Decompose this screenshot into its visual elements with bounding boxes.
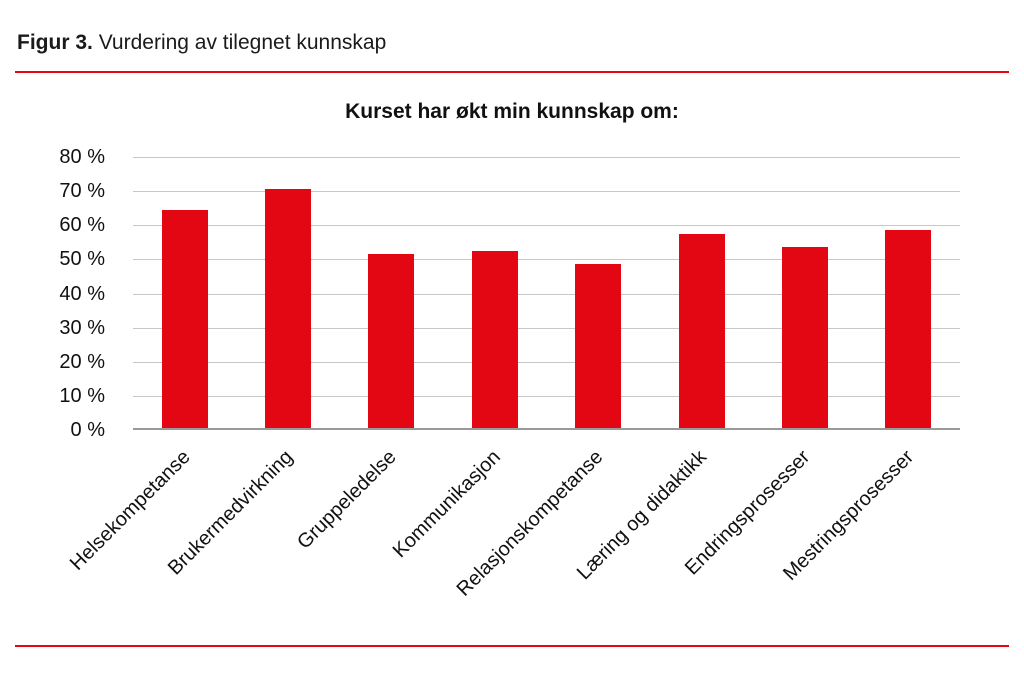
bar: [885, 230, 932, 428]
y-tick-label: 30 %: [59, 316, 105, 339]
figure-number-label: Figur 3.: [17, 31, 93, 54]
bar: [678, 233, 725, 428]
figure-title: Figur 3. Vurdering av tilegnet kunnskap: [17, 31, 386, 55]
y-tick-label: 60 %: [59, 214, 105, 237]
y-tick-label: 10 %: [59, 384, 105, 407]
bar: [265, 189, 312, 428]
y-tick-label: 70 %: [59, 180, 105, 203]
gridline: [133, 327, 960, 329]
bar: [781, 247, 828, 428]
y-tick-label: 80 %: [59, 146, 105, 168]
gridline: [133, 259, 960, 261]
figure-title-text: Vurdering av tilegnet kunnskap: [98, 31, 387, 54]
y-tick-label: 0 %: [70, 419, 105, 441]
plot-area: 80 % 70 % 60 % 50 % 40 % 30 % 20 % 10 % 0 % Helse…: [59, 146, 960, 601]
chart-title: Kurset har økt min kunnskap om:: [345, 100, 679, 123]
gridline: [133, 225, 960, 227]
y-tick-label: 50 %: [59, 248, 105, 271]
bottom-divider-rule: [15, 645, 1009, 647]
bar: [368, 253, 415, 428]
gridline: [133, 293, 960, 295]
bar: [471, 250, 518, 428]
gridline: [133, 157, 960, 158]
bar: [575, 264, 622, 428]
y-tick-label: 20 %: [59, 350, 105, 373]
x-axis-label: Gruppeledelse: [293, 446, 401, 554]
gridline: [133, 395, 960, 397]
y-tick-label: 40 %: [59, 282, 105, 305]
gridline: [133, 361, 960, 363]
gridline: [133, 191, 960, 193]
x-axis-label: Kommunikasjon: [388, 446, 505, 563]
bar: [161, 209, 208, 428]
top-divider-rule: [15, 71, 1009, 73]
